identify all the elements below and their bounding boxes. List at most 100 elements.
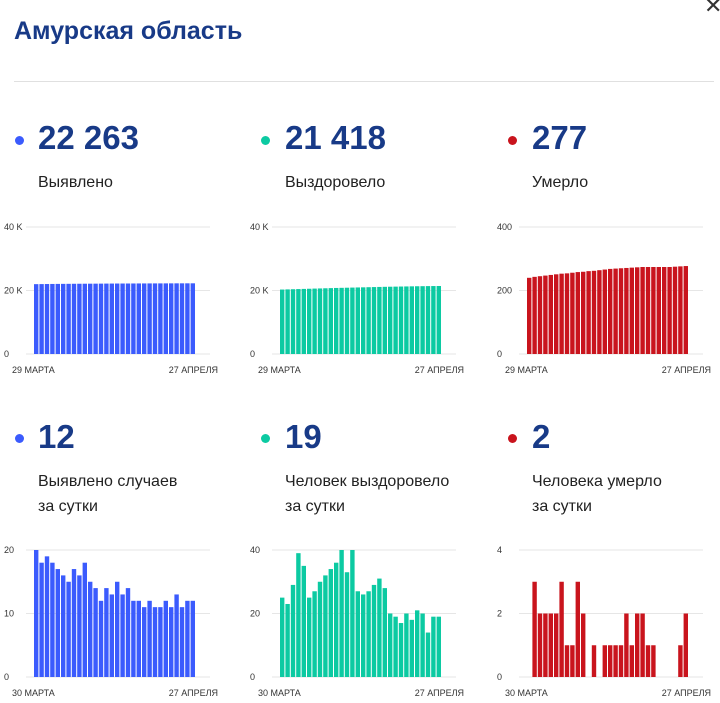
recovered-value: 21 418 bbox=[285, 119, 386, 156]
daily-deaths-value: 2 bbox=[532, 418, 551, 455]
bar bbox=[344, 572, 350, 677]
bar bbox=[55, 569, 60, 677]
bar bbox=[328, 288, 333, 354]
bar bbox=[420, 613, 425, 677]
bar bbox=[290, 289, 296, 354]
bar bbox=[431, 286, 436, 354]
bar bbox=[323, 288, 328, 354]
bar bbox=[109, 594, 114, 677]
bar bbox=[44, 284, 50, 354]
bar bbox=[88, 581, 93, 677]
bar bbox=[575, 272, 580, 354]
close-icon[interactable]: ✕ bbox=[704, 0, 720, 18]
bar bbox=[683, 266, 688, 354]
bar bbox=[537, 276, 543, 354]
bar bbox=[323, 575, 328, 677]
y-tick-label: 10 bbox=[4, 609, 14, 619]
bar bbox=[613, 268, 618, 354]
bar bbox=[564, 645, 570, 677]
bar bbox=[377, 286, 382, 354]
bar bbox=[61, 575, 66, 677]
y-tick-label: 40 bbox=[250, 545, 260, 555]
confirmed-dot bbox=[15, 136, 24, 145]
bar bbox=[608, 268, 613, 354]
x-start-label: 30 МАРТА bbox=[258, 688, 301, 698]
bar bbox=[586, 271, 591, 354]
x-end-label: 27 АПРЕЛЯ bbox=[169, 365, 218, 375]
bar bbox=[169, 607, 174, 677]
bar bbox=[672, 266, 678, 354]
bar bbox=[425, 632, 431, 677]
y-tick-label: 40 K bbox=[250, 222, 269, 232]
chart-recovered-daily: 40 20 030 МАРТА 27 АПРЕЛЯ bbox=[250, 545, 464, 698]
bar bbox=[93, 588, 98, 677]
bar bbox=[532, 581, 537, 677]
x-end-label: 27 АПРЕЛЯ bbox=[415, 688, 464, 698]
bar bbox=[624, 613, 629, 677]
bar bbox=[88, 283, 93, 354]
deaths-dot bbox=[508, 136, 517, 145]
bar bbox=[635, 613, 640, 677]
bar bbox=[662, 267, 667, 354]
bar bbox=[404, 286, 409, 354]
bar bbox=[436, 616, 441, 677]
y-tick-label: 0 bbox=[4, 672, 9, 682]
daily-recovered-dot bbox=[261, 434, 270, 443]
daily-deaths-label-line2: за сутки bbox=[532, 498, 592, 515]
bar bbox=[608, 645, 613, 677]
bar bbox=[77, 283, 82, 354]
y-tick-label: 200 bbox=[497, 286, 512, 296]
bar bbox=[152, 283, 158, 354]
bar bbox=[109, 283, 114, 354]
bar bbox=[415, 286, 420, 354]
bar bbox=[120, 594, 125, 677]
bar bbox=[404, 613, 409, 677]
daily-confirmed-value: 12 bbox=[38, 418, 75, 455]
daily-deaths-dot bbox=[508, 434, 517, 443]
bar bbox=[548, 613, 553, 677]
recovered-label: Выздоровело bbox=[285, 174, 386, 191]
bar bbox=[629, 645, 634, 677]
bar bbox=[301, 288, 306, 354]
y-tick-label: 40 K bbox=[4, 222, 23, 232]
bar bbox=[163, 600, 168, 677]
daily-recovered-value: 19 bbox=[285, 418, 322, 455]
y-tick-label: 0 bbox=[497, 349, 502, 359]
bar bbox=[361, 287, 366, 354]
bar bbox=[179, 607, 185, 677]
bar bbox=[591, 270, 597, 354]
bar bbox=[50, 283, 55, 354]
y-tick-label: 20 bbox=[250, 609, 260, 619]
y-tick-label: 20 K bbox=[250, 286, 269, 296]
bar bbox=[635, 267, 640, 354]
bar bbox=[527, 277, 532, 354]
bar bbox=[34, 550, 39, 677]
deaths-value: 277 bbox=[532, 119, 588, 156]
bar bbox=[285, 603, 290, 677]
bar bbox=[136, 600, 141, 677]
bar bbox=[312, 591, 317, 677]
bar bbox=[564, 273, 570, 354]
page-title: Амурская область bbox=[14, 17, 243, 45]
bar bbox=[98, 283, 104, 354]
y-tick-label: 0 bbox=[4, 349, 9, 359]
bar bbox=[190, 600, 195, 677]
bar bbox=[120, 283, 125, 354]
bar bbox=[532, 276, 537, 354]
bar bbox=[280, 289, 285, 354]
daily-confirmed-dot bbox=[15, 434, 24, 443]
bar bbox=[431, 616, 436, 677]
bar bbox=[71, 569, 77, 677]
y-tick-label: 0 bbox=[497, 672, 502, 682]
bar bbox=[296, 289, 301, 354]
bar bbox=[334, 287, 339, 354]
deaths-label: Умерло bbox=[532, 174, 589, 191]
bar bbox=[350, 287, 355, 354]
bar bbox=[185, 283, 190, 354]
bar bbox=[115, 581, 120, 677]
bar bbox=[436, 286, 441, 354]
bar bbox=[104, 283, 109, 354]
bar bbox=[174, 283, 179, 354]
y-tick-label: 400 bbox=[497, 222, 512, 232]
bar bbox=[388, 613, 393, 677]
